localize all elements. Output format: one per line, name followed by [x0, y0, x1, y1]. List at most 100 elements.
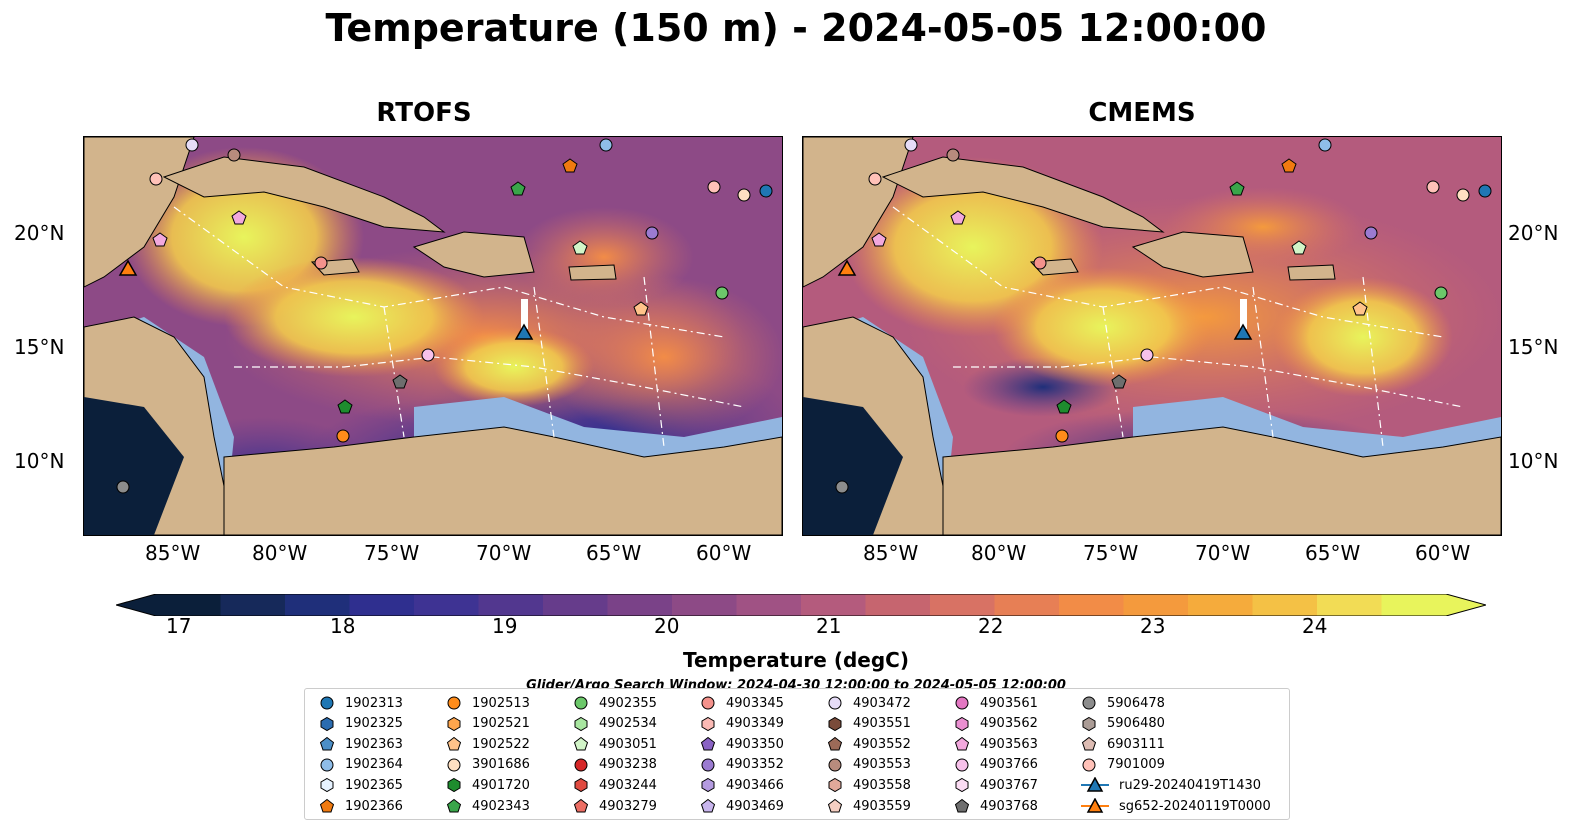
legend-item: ru29-20240419T1430	[1081, 775, 1261, 795]
colorbar-segment	[1252, 594, 1318, 616]
legend-item: 1902363	[319, 734, 403, 754]
legend-item: 5906478	[1081, 693, 1165, 713]
marker-sg652	[837, 259, 857, 276]
colorbar-tick-21: 21	[816, 614, 842, 638]
lon-tick-rtofs: 75°W	[364, 541, 420, 565]
colorbar-segment	[156, 594, 221, 616]
legend-item-label: 1902366	[345, 798, 403, 814]
pentagon-marker-icon	[573, 798, 589, 813]
colorbar-tick-20: 20	[654, 614, 680, 638]
colorbar-segment	[1317, 594, 1382, 616]
legend-item: 4902534	[573, 714, 657, 734]
legend-item-label: 1902363	[345, 736, 403, 752]
legend-item-label: 4902534	[599, 716, 657, 732]
legend-item: 4903563	[954, 734, 1038, 754]
legend-item-label: 4903766	[980, 757, 1038, 773]
circle-marker-icon	[955, 758, 969, 772]
marker-sg652	[118, 259, 138, 276]
legend-item-label: 3901686	[472, 757, 530, 773]
lon-tick-cmems: 70°W	[1195, 541, 1251, 565]
legend-item: 4903553	[827, 755, 911, 775]
colorbar-segment	[285, 594, 350, 616]
legend-item-label: 4901720	[472, 777, 530, 793]
colorbar-tick-24: 24	[1302, 614, 1328, 638]
colorbar-min-arrow	[116, 594, 156, 616]
marker-float	[904, 138, 918, 152]
legend-item-label: 4903051	[599, 736, 657, 752]
lon-tick-cmems: 80°W	[971, 541, 1027, 565]
legend-item-label: 4903238	[599, 757, 657, 773]
legend-item-label: 5906478	[1107, 695, 1165, 711]
triangle-marker-icon	[1081, 798, 1109, 813]
legend-item: 1902366	[319, 796, 403, 816]
circle-marker-icon	[574, 696, 588, 710]
legend-item-label: 1902365	[345, 777, 403, 793]
hexagon-marker-icon	[574, 778, 588, 793]
legend-item-label: 4903279	[599, 798, 657, 814]
marker-float	[1111, 374, 1127, 389]
circle-marker-icon	[447, 696, 461, 710]
circle-marker-icon	[828, 696, 842, 710]
marker-float	[337, 399, 353, 414]
circle-marker-icon	[320, 696, 334, 710]
colorbar-segment	[994, 594, 1060, 616]
map-cmems[interactable]	[802, 136, 1502, 536]
hexagon-marker-icon	[701, 778, 715, 793]
legend-item: 4903767	[954, 775, 1038, 795]
marker-float	[149, 172, 163, 186]
colorbar-segment	[607, 594, 673, 616]
legend-item: 4903472	[827, 693, 911, 713]
hexagon-marker-icon	[955, 716, 969, 731]
marker-float	[227, 148, 241, 162]
legend-item: 4902355	[573, 693, 657, 713]
hexagon-marker-icon	[447, 716, 461, 731]
legend-item-label: 4902355	[599, 695, 657, 711]
marker-float	[1033, 256, 1047, 270]
colorbar-segment	[543, 594, 608, 616]
circle-marker-icon	[1082, 758, 1096, 772]
pentagon-marker-icon	[319, 798, 335, 813]
marker-float	[231, 210, 247, 225]
colorbar-segment	[220, 594, 286, 616]
marker-float	[835, 480, 849, 494]
colorbar-segment	[414, 594, 479, 616]
colorbar-segment	[801, 594, 866, 616]
colorbar-segment	[1381, 594, 1447, 616]
legend-item: 4903349	[700, 714, 784, 734]
hexagon-marker-icon	[320, 778, 334, 793]
marker-float	[715, 286, 729, 300]
pentagon-marker-icon	[827, 798, 843, 813]
pentagon-marker-icon	[319, 737, 335, 751]
colorbar-max-arrow	[1446, 594, 1486, 616]
marker-float	[1055, 429, 1069, 443]
lon-tick-rtofs: 60°W	[696, 541, 752, 565]
legend-item-label: 4903551	[853, 716, 911, 732]
lat-tick-right-10: 10°N	[1508, 449, 1559, 473]
legend-item-label: 1902522	[472, 736, 530, 752]
legend-item: 4903558	[827, 775, 911, 795]
marker-float	[1229, 181, 1245, 196]
legend-item: 4903559	[827, 796, 911, 816]
map-rtofs[interactable]	[83, 136, 783, 536]
marker-float	[1352, 301, 1368, 316]
lat-tick-right-15: 15°N	[1508, 335, 1559, 359]
marker-float	[599, 138, 613, 152]
legend-item-label: 4903466	[726, 777, 784, 793]
hexagon-marker-icon	[828, 778, 842, 793]
legend-item: 4903345	[700, 693, 784, 713]
marker-float	[707, 180, 721, 194]
legend-item: 4903352	[700, 755, 784, 775]
legend-item: 4903279	[573, 796, 657, 816]
legend-item-label: 1902364	[345, 757, 403, 773]
legend-item-label: 1902325	[345, 716, 403, 732]
marker-float	[510, 181, 526, 196]
colorbar-tick-22: 22	[978, 614, 1004, 638]
hexagon-marker-icon	[828, 716, 842, 731]
legend-item: sg652-20240119T0000	[1081, 796, 1271, 816]
lat-tick-right-20: 20°N	[1508, 221, 1559, 245]
circle-marker-icon	[1082, 696, 1096, 710]
pentagon-marker-icon	[700, 798, 716, 813]
legend-item-label: 4903552	[853, 736, 911, 752]
marker-float	[1281, 158, 1297, 173]
legend-item-label: 4903472	[853, 695, 911, 711]
